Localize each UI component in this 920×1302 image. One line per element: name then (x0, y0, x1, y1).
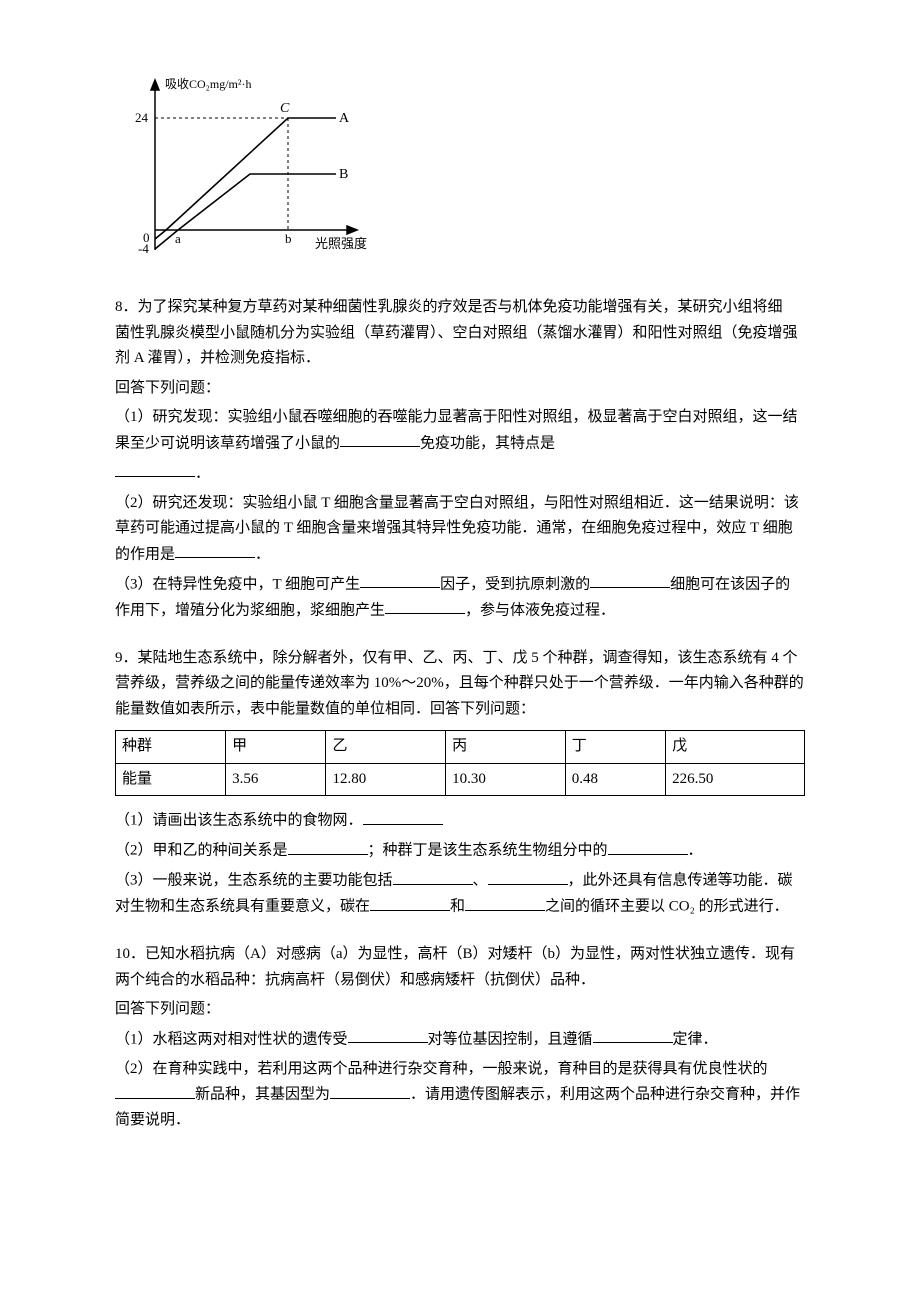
q9-p2a: （2）甲和乙的种间关系是 (115, 843, 288, 859)
q10-answer-header: 回答下列问题： (115, 997, 805, 1023)
blank (348, 1027, 428, 1044)
q9-intro: 9．某陆地生态系统中，除分解者外，仅有甲、乙、丙、丁、戊 5 个种群，调查得知，… (115, 646, 805, 723)
q10-p1a: （1）水稻这两对相对性状的遗传受 (115, 1031, 348, 1047)
q10-intro: 10．已知水稻抗病（A）对感病（a）为显性，高杆（B）对矮杆（b）为显性，两对性… (115, 942, 805, 993)
q10-p2a: （2）在育种实践中，若利用这两个品种进行杂交育种，一般来说，育种目的是获得具有优… (115, 1061, 768, 1077)
cell: 0.48 (565, 763, 665, 796)
blank (593, 1027, 673, 1044)
col-header: 种群 (116, 731, 226, 764)
q9-p1a: （1）请画出该生态系统中的食物网． (115, 813, 363, 829)
q8-p2b: ． (255, 546, 270, 562)
blank (288, 838, 368, 855)
cell: 12.80 (326, 763, 446, 796)
cell: 3.56 (226, 763, 326, 796)
label-b-series: B (339, 167, 348, 182)
q10-p1: （1）水稻这两对相对性状的遗传受 对等位基因控制，且遵循 定律． (115, 1027, 805, 1053)
q8-p1b: 免疫功能，其特点是 (420, 435, 555, 451)
blank (608, 838, 688, 855)
q10-p2b: 新品种，其基因型为 (195, 1087, 330, 1103)
q9-p1: （1）请画出该生态系统中的食物网． (115, 808, 805, 834)
q9-p3e: 之间的循环主要以 CO₂ 的形式进行． (545, 899, 789, 915)
blank (488, 868, 568, 885)
q9-p2: （2）甲和乙的种间关系是 ；种群丁是该生态系统生物组分中的 ． (115, 838, 805, 864)
xtick-b: b (285, 231, 292, 246)
q8-p1: （1）研究发现：实验组小鼠吞噬细胞的吞噬能力显著高于阳性对照组，极显著高于空白对… (115, 405, 805, 457)
table-row: 能量 3.56 12.80 10.30 0.48 226.50 (116, 763, 805, 796)
blank (330, 1082, 410, 1099)
blank (363, 808, 443, 825)
blank (590, 572, 670, 589)
col-header: 甲 (226, 731, 326, 764)
q8-intro: 8．为了探究某种复方草药对某种细菌性乳腺炎的疗效是否与机体免疫功能增强有关，某研… (115, 295, 805, 372)
blank (115, 1082, 195, 1099)
row-label: 能量 (116, 763, 226, 796)
chart-svg: 吸收CO₂mg/m²·h 24 0 -4 a b C A B 光照强度 (115, 70, 375, 270)
blank (370, 894, 450, 911)
col-header: 戊 (666, 731, 805, 764)
q8-p1c: ． (195, 465, 210, 481)
blank (360, 572, 440, 589)
blank (393, 868, 473, 885)
table-row: 种群 甲 乙 丙 丁 戊 (116, 731, 805, 764)
xtick-a: a (175, 231, 181, 246)
col-header: 丙 (446, 731, 566, 764)
x-axis-label: 光照强度 (315, 236, 367, 251)
blank (465, 894, 545, 911)
blank (385, 598, 465, 615)
energy-table: 种群 甲 乙 丙 丁 戊 能量 3.56 12.80 10.30 0.48 22… (115, 730, 805, 796)
blank (115, 461, 195, 478)
q9-p2c: ． (688, 843, 703, 859)
cell: 226.50 (666, 763, 805, 796)
q9-p3a: （3）一般来说，生态系统的主要功能包括 (115, 873, 393, 889)
blank (340, 431, 420, 448)
q8-p3d: ，参与体液免疫过程． (465, 602, 615, 618)
col-header: 乙 (326, 731, 446, 764)
q9-p2b: ；种群丁是该生态系统生物组分中的 (368, 843, 608, 859)
q8-answer-header: 回答下列问题： (115, 376, 805, 402)
cell: 10.30 (446, 763, 566, 796)
col-header: 丁 (565, 731, 665, 764)
q8-p1-tail: ． (115, 461, 805, 487)
blank (175, 542, 255, 559)
q10-p1b: 对等位基因控制，且遵循 (428, 1031, 593, 1047)
q8-p3: （3）在特异性免疫中，T 细胞可产生因子，受到抗原刺激的细胞可在该因子的作用下，… (115, 572, 805, 624)
label-c: C (280, 101, 290, 116)
q8-p2: （2）研究还发现：实验组小鼠 T 细胞含量显著高于空白对照组，与阳性对照组相近．… (115, 491, 805, 568)
q10-p2: （2）在育种实践中，若利用这两个品种进行杂交育种，一般来说，育种目的是获得具有优… (115, 1057, 805, 1134)
q10-p1c: 定律． (673, 1031, 718, 1047)
q8-p3b: 因子，受到抗原刺激的 (440, 576, 590, 592)
y-axis-label: 吸收CO₂mg/m²·h (165, 77, 251, 91)
ytick-24: 24 (135, 110, 149, 125)
ytick-neg4: -4 (138, 241, 149, 256)
q9-p3d: 和 (450, 899, 465, 915)
q8-p3a: （3）在特异性免疫中，T 细胞可产生 (115, 576, 360, 592)
q9-p3: （3）一般来说，生态系统的主要功能包括、，此外还具有信息传递等功能．碳对生物和生… (115, 868, 805, 920)
co2-chart: 吸收CO₂mg/m²·h 24 0 -4 a b C A B 光照强度 (115, 70, 805, 270)
q9-p3b: 、 (473, 873, 488, 889)
label-a-series: A (339, 111, 350, 126)
